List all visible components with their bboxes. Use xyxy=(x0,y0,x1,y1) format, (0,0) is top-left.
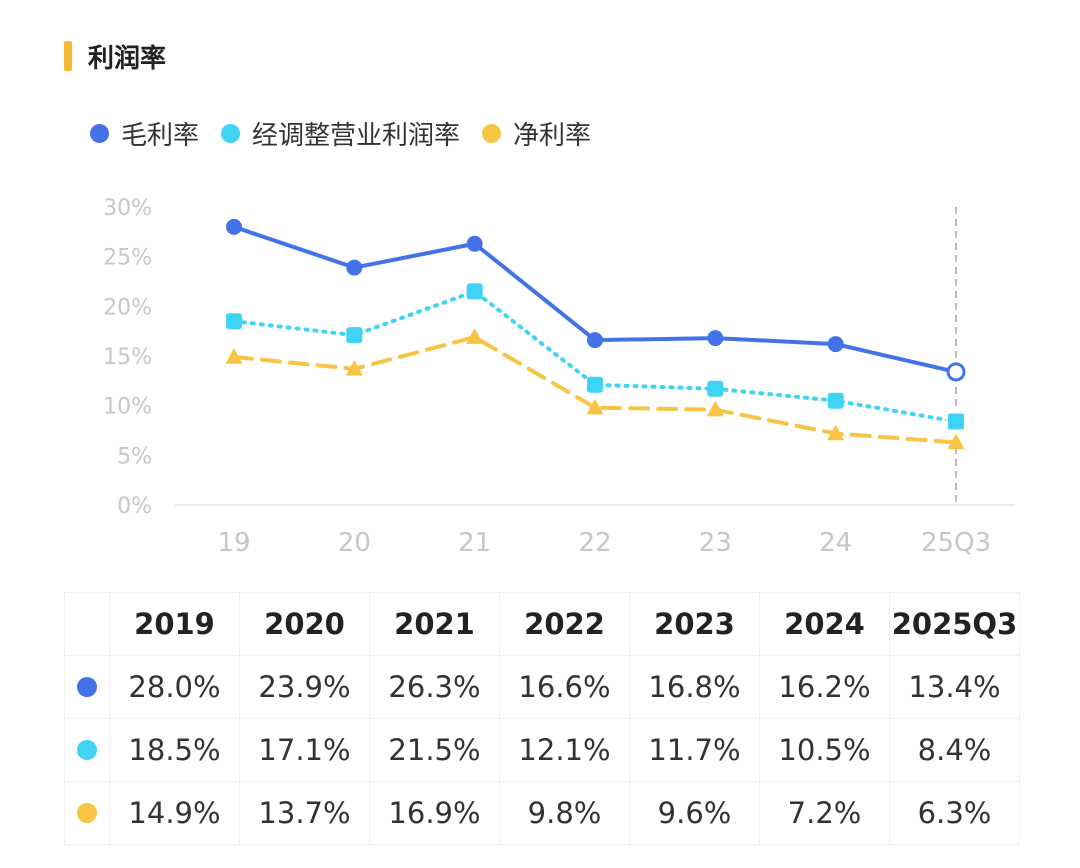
data-point xyxy=(707,380,724,397)
y-tick-label: 30% xyxy=(103,196,152,221)
table-cell: 17.1% xyxy=(239,718,370,782)
table-cell: 16.6% xyxy=(499,655,630,719)
chart-legend: 毛利率 经调整营业利润率 净利率 xyxy=(90,115,591,152)
x-tick-label: 21 xyxy=(458,528,491,558)
table-row-gross-margin: 28.0% 23.9% 26.3% 16.6% 16.8% 16.2% 13.4… xyxy=(64,655,1020,719)
table-cell: 12.1% xyxy=(499,718,630,782)
table-corner-cell xyxy=(64,592,110,656)
data-point xyxy=(947,433,965,450)
data-point xyxy=(946,411,966,432)
data-point xyxy=(346,259,363,276)
y-tick-label: 0% xyxy=(117,494,152,519)
y-tick-label: 5% xyxy=(117,444,152,469)
table-cell: 6.3% xyxy=(889,781,1020,845)
series-dot-icon xyxy=(77,740,97,760)
table-cell: 13.4% xyxy=(889,655,1020,719)
table-cell: 16.2% xyxy=(759,655,890,719)
y-tick-label: 20% xyxy=(103,295,152,320)
table-header-cell: 2025Q3 xyxy=(889,592,1020,656)
y-tick-label: 15% xyxy=(103,345,152,370)
table-cell: 8.4% xyxy=(889,718,1020,782)
title-accent-bar xyxy=(64,41,72,71)
series-dot-icon xyxy=(77,677,97,697)
series-line xyxy=(232,224,958,374)
table-row-adjusted-operating-margin: 18.5% 17.1% 21.5% 12.1% 11.7% 10.5% 8.4% xyxy=(64,718,1020,782)
table-cell: 9.8% xyxy=(499,781,630,845)
table-header-cell: 2023 xyxy=(629,592,760,656)
data-point xyxy=(345,359,363,376)
data-point xyxy=(827,424,845,441)
table-cell: 28.0% xyxy=(109,655,240,719)
data-point xyxy=(707,330,724,347)
data-point xyxy=(226,313,242,330)
row-marker-cell xyxy=(64,781,110,845)
data-point xyxy=(587,332,603,349)
table-cell: 11.7% xyxy=(629,718,760,782)
data-point xyxy=(466,283,483,300)
data-point xyxy=(466,328,484,344)
table-header-cell: 2021 xyxy=(369,592,500,656)
legend-dot-icon xyxy=(221,124,241,143)
x-tick-label: 23 xyxy=(699,528,732,558)
table-cell: 16.9% xyxy=(369,781,500,845)
y-tick-label: 10% xyxy=(103,395,152,420)
data-point xyxy=(346,327,363,344)
table-header-cell: 2019 xyxy=(109,592,240,656)
data-point xyxy=(587,376,603,393)
series-dot-icon xyxy=(77,803,97,823)
legend-dot-icon xyxy=(90,124,109,143)
x-tick-label: 24 xyxy=(819,528,852,558)
legend-label: 净利率 xyxy=(513,121,592,151)
data-point xyxy=(946,362,966,382)
data-point xyxy=(225,347,243,364)
data-point xyxy=(466,235,483,252)
x-tick-label: 20 xyxy=(338,528,371,558)
table-header-row: 2019 2020 2021 2022 2023 2024 2025Q3 xyxy=(64,592,1020,656)
legend-item-net-margin[interactable]: 净利率 xyxy=(482,115,591,152)
line-chart: 0% 5% 10% 15% 20% 25% 30% 19 20 21 22 23 24 25Q3 xyxy=(103,196,1015,558)
y-tick-label: 25% xyxy=(103,246,152,271)
table-cell: 14.9% xyxy=(109,781,240,845)
row-marker-cell xyxy=(64,718,110,782)
table-cell: 26.3% xyxy=(369,655,500,719)
table-cell: 18.5% xyxy=(109,718,240,782)
data-point xyxy=(226,218,242,235)
table-cell: 13.7% xyxy=(239,781,370,845)
data-table: 2019 2020 2021 2022 2023 2024 2025Q3 28.… xyxy=(64,592,1020,845)
x-tick-label: 25Q3 xyxy=(921,528,991,558)
data-point xyxy=(827,336,844,353)
table-header-cell: 2022 xyxy=(499,592,630,656)
x-tick-label: 19 xyxy=(217,528,250,558)
legend-dot-icon xyxy=(482,124,502,143)
table-cell: 10.5% xyxy=(759,718,890,782)
table-cell: 9.6% xyxy=(629,781,760,845)
data-point xyxy=(586,398,604,415)
table-cell: 21.5% xyxy=(369,718,500,782)
legend-item-gross-margin[interactable]: 毛利率 xyxy=(90,115,199,152)
x-tick-label: 22 xyxy=(578,528,611,558)
row-marker-cell xyxy=(64,655,110,719)
legend-label: 毛利率 xyxy=(121,121,200,151)
table-header-cell: 2024 xyxy=(759,592,890,656)
table-cell: 16.8% xyxy=(629,655,760,719)
table-row-net-margin: 14.9% 13.7% 16.9% 9.8% 9.6% 7.2% 6.3% xyxy=(64,781,1020,845)
table-header-cell: 2020 xyxy=(239,592,370,656)
legend-item-adjusted-operating-margin[interactable]: 经调整营业利润率 xyxy=(221,115,460,152)
table-cell: 23.9% xyxy=(239,655,370,719)
data-point xyxy=(706,400,724,417)
legend-label: 经调整营业利润率 xyxy=(252,121,461,151)
chart-title: 利润率 xyxy=(88,44,167,74)
table-cell: 7.2% xyxy=(759,781,890,845)
data-point xyxy=(827,392,844,409)
